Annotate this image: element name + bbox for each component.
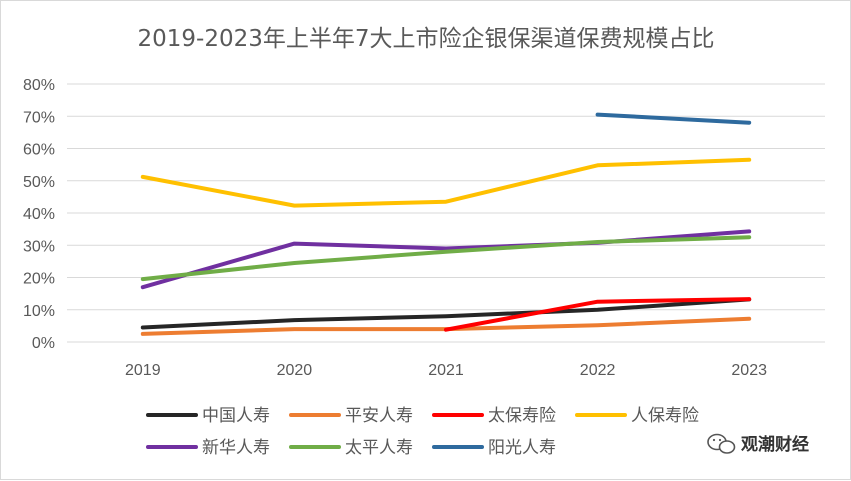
legend-label: 中国人寿 bbox=[202, 406, 270, 426]
x-axis-ticks: 2019 2020 2021 2022 2023 bbox=[125, 362, 767, 379]
x-tick-label: 2022 bbox=[580, 362, 616, 379]
series-line bbox=[140, 157, 752, 208]
y-tick-label: 20% bbox=[23, 271, 55, 288]
y-axis-ticks: 0% 10% 20% 30% 40% 50% 60% 70% 80% bbox=[23, 77, 55, 352]
chart-title: 2019-2023年上半年7大上市险企银保渠道保费规模占比 bbox=[138, 26, 715, 52]
gridlines bbox=[67, 83, 825, 343]
legend-label: 太平人寿 bbox=[345, 438, 413, 458]
y-tick-label: 10% bbox=[23, 303, 55, 320]
legend-label: 太保寿险 bbox=[488, 406, 556, 426]
y-tick-label: 70% bbox=[23, 109, 55, 126]
y-tick-label: 30% bbox=[23, 238, 55, 255]
y-tick-label: 50% bbox=[23, 174, 55, 191]
y-tick-label: 0% bbox=[32, 335, 55, 352]
y-tick-label: 60% bbox=[23, 142, 55, 159]
y-tick-label: 80% bbox=[23, 77, 55, 94]
wechat-icon bbox=[707, 433, 736, 454]
x-tick-label: 2020 bbox=[277, 362, 313, 379]
series-line bbox=[140, 235, 752, 282]
x-tick-label: 2019 bbox=[125, 362, 161, 379]
series-line bbox=[595, 112, 752, 125]
watermark: 观潮财经 bbox=[707, 433, 809, 455]
watermark-text: 观潮财经 bbox=[740, 434, 809, 455]
series-line bbox=[444, 297, 752, 332]
x-tick-label: 2023 bbox=[731, 362, 767, 379]
legend-label: 平安人寿 bbox=[345, 406, 413, 426]
y-tick-label: 40% bbox=[23, 206, 55, 223]
series-line bbox=[140, 297, 752, 330]
series-lines bbox=[140, 112, 752, 336]
legend-label: 阳光人寿 bbox=[488, 438, 556, 458]
x-tick-label: 2021 bbox=[428, 362, 464, 379]
legend-label: 人保寿险 bbox=[631, 406, 699, 426]
legend-label: 新华人寿 bbox=[202, 438, 270, 458]
